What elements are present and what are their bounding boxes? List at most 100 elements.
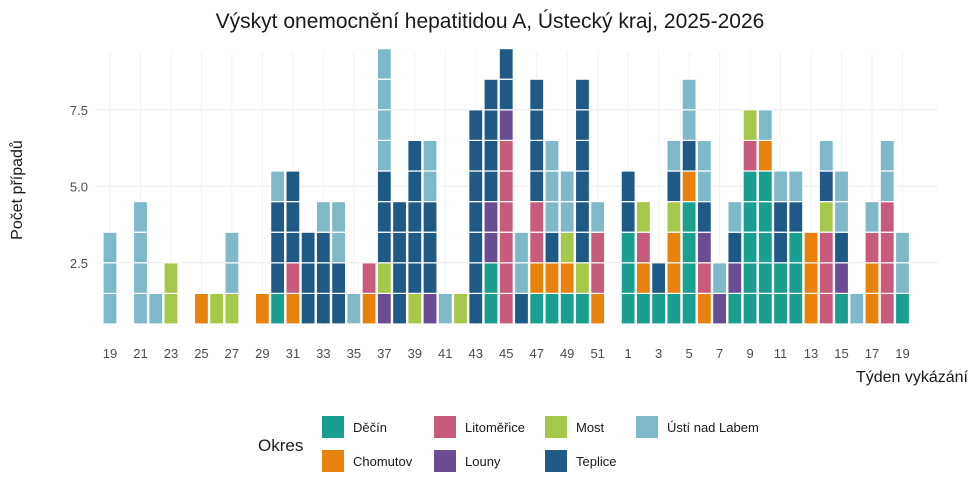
case-block-usti-nad-labem [132,231,149,264]
case-block-teplice [498,47,514,80]
case-block-chomutov [544,262,560,294]
case-block-teplice [574,170,591,203]
case-block-usti-nad-labem [696,139,712,172]
case-block-most [818,201,834,233]
case-block-teplice [651,262,667,294]
case-block-decin [681,292,697,325]
case-block-usti-nad-labem [590,201,606,233]
case-block-chomutov [681,170,697,203]
case-block-litomerice [590,262,606,294]
case-block-teplice [468,262,484,294]
x-tick-label: 27 [225,346,239,361]
x-tick-label: 11 [774,346,788,361]
case-block-litomerice [498,231,514,264]
case-block-decin [666,292,682,325]
case-block-decin [727,292,743,325]
case-block-usti-nad-labem [879,139,895,172]
case-block-teplice [407,231,423,264]
case-block-litomerice [529,201,545,233]
case-block-decin [635,292,652,325]
case-block-louny [498,109,514,142]
x-tick-label: 7 [716,346,723,361]
case-block-teplice [696,201,712,233]
case-block-teplice [376,201,392,233]
legend-swatch-louny [434,450,456,472]
case-block-teplice [376,231,392,264]
case-block-most [635,201,652,233]
x-tick-label: 19 [895,346,909,361]
case-block-most [224,292,240,325]
x-tick-label: 25 [194,346,208,361]
case-block-teplice [331,262,347,294]
case-block-decin [270,292,286,325]
case-block-usti-nad-labem [513,231,530,264]
case-block-usti-nad-labem [270,170,286,203]
case-block-teplice [468,231,484,264]
case-block-litomerice [879,292,895,325]
case-block-litomerice [361,262,377,294]
case-block-teplice [513,292,530,325]
case-block-usti-nad-labem [376,78,392,111]
case-block-teplice [818,170,834,203]
case-block-litomerice [742,139,758,172]
case-block-decin [681,201,697,233]
case-block-louny [422,292,438,325]
legend-swatch-chomutov [322,450,344,472]
legend-title: Okres [258,436,303,455]
case-block-litomerice [498,201,514,233]
case-block-decin [742,262,758,294]
case-block-teplice [300,231,316,264]
case-block-usti-nad-labem [894,262,911,294]
case-block-decin [757,170,773,203]
case-block-teplice [483,139,499,172]
case-block-teplice [391,262,408,294]
case-block-louny [483,231,499,264]
legend-label-usti-nad-labem: Ústí nad Labem [667,420,759,435]
case-block-usti-nad-labem [818,139,834,172]
case-block-decin [544,292,560,325]
case-block-usti-nad-labem [559,170,575,203]
case-block-usti-nad-labem [772,170,789,203]
legend-label-teplice: Teplice [576,454,616,469]
case-block-usti-nad-labem [376,139,392,172]
case-block-decin [574,292,591,325]
case-block-litomerice [285,262,301,294]
legend-label-decin: Děčín [353,420,387,435]
case-block-usti-nad-labem [757,109,773,142]
case-block-usti-nad-labem [879,170,895,203]
case-block-decin [483,292,499,325]
case-block-usti-nad-labem [666,139,682,172]
case-block-most [163,292,179,325]
case-block-chomutov [254,292,270,325]
case-block-litomerice [818,292,834,325]
case-block-teplice [422,201,438,233]
case-block-most [574,262,591,294]
case-block-teplice [483,170,499,203]
x-tick-label: 15 [834,346,848,361]
case-block-decin [757,262,773,294]
case-block-litomerice [498,292,514,325]
case-block-chomutov [864,292,880,325]
case-block-teplice [833,231,850,264]
case-block-teplice [772,231,789,264]
case-block-teplice [620,170,636,203]
case-block-usti-nad-labem [102,231,118,264]
case-block-teplice [285,231,301,264]
x-tick-label: 19 [103,346,117,361]
case-block-decin [742,231,758,264]
y-axis-ticks: 2.5 5.0 7.5 [70,103,88,271]
case-block-chomutov [193,292,210,325]
case-block-teplice [498,78,514,111]
case-block-teplice [315,231,331,264]
case-block-chomutov [559,262,575,294]
case-block-decin [833,292,850,325]
case-block-usti-nad-labem [437,292,453,325]
case-block-decin [742,201,758,233]
x-tick-label: 17 [865,346,879,361]
case-block-litomerice [529,231,545,264]
case-block-teplice [574,201,591,233]
case-block-teplice [407,139,423,172]
case-block-litomerice [864,231,880,264]
case-block-usti-nad-labem [727,201,743,233]
x-tick-label: 51 [590,346,604,361]
